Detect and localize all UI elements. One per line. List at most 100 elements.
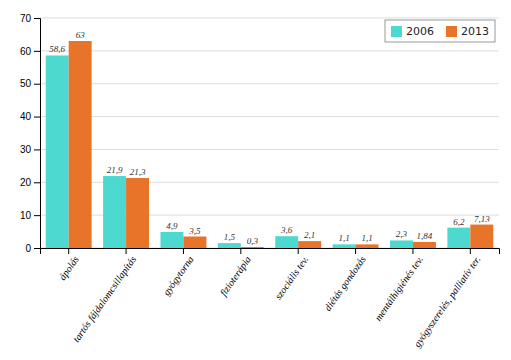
y-axis: 0 10 20 30 40 50 60 70 xyxy=(20,13,41,254)
y-tick-label: 0 xyxy=(25,243,31,254)
legend-box xyxy=(385,20,495,42)
y-axis-line xyxy=(34,19,41,249)
x-tick-label: szociális tev. xyxy=(272,254,310,302)
y-tick: 40 xyxy=(20,111,40,122)
bar xyxy=(183,237,206,249)
bar xyxy=(390,240,413,248)
y-tick-label: 30 xyxy=(20,144,32,155)
y-tick: 30 xyxy=(20,144,40,155)
data-label: 1,1 xyxy=(361,233,372,243)
legend-label: 2013 xyxy=(461,25,489,38)
data-label: 1,5 xyxy=(224,232,236,242)
x-tick-mark xyxy=(412,248,413,254)
y-tick: 70 xyxy=(20,13,40,24)
y-tick: 20 xyxy=(20,177,40,188)
bar xyxy=(241,247,264,248)
legend-swatch xyxy=(446,26,457,37)
x-tick: mentálhigiénés tev. xyxy=(372,248,425,323)
y-tick-label: 60 xyxy=(20,46,32,57)
data-label: 1,84 xyxy=(417,231,433,241)
grid-line xyxy=(40,83,499,84)
chart: 0 10 20 30 40 50 60 70 ápolástartós fájdalomcsil… xyxy=(0,0,511,360)
x-tick-mark xyxy=(68,248,69,254)
y-tick-label: 40 xyxy=(20,111,32,122)
grid-line xyxy=(40,149,499,150)
y-tick: 10 xyxy=(20,210,40,221)
y-tick-mark xyxy=(34,182,40,183)
x-tick: fizioterápia xyxy=(218,248,253,298)
bar xyxy=(69,41,92,248)
x-axis: ápolástartós fájdalomcsillapítás gyógytor… xyxy=(41,248,500,349)
y-tick-mark xyxy=(34,248,40,249)
legend-swatch xyxy=(391,26,402,37)
x-tick-mark xyxy=(298,248,299,254)
x-tick-label: ápolás xyxy=(57,254,81,282)
series xyxy=(46,55,471,248)
legend: 2006 2013 xyxy=(385,20,495,42)
x-tick-label: mentálhigiénés tev. xyxy=(372,254,425,323)
grid-line xyxy=(40,18,499,19)
data-label: 2,1 xyxy=(304,230,315,240)
y-tick-mark xyxy=(34,51,40,52)
y-tick-label: 50 xyxy=(20,78,32,89)
y-tick-mark xyxy=(34,215,40,216)
bar xyxy=(103,176,126,248)
x-tick: gyógytorna xyxy=(161,248,196,298)
y-tick-mark xyxy=(34,84,40,85)
x-tick: diétás gondozás xyxy=(322,248,368,313)
data-label: 4,9 xyxy=(166,221,178,231)
bar xyxy=(298,241,321,248)
data-label: 7,13 xyxy=(474,214,490,224)
data-labels: 58,6 21,9 4,9 1,5 3,6 1,1 2,3 6,2 63 21,3 3,5 0,3 2,… xyxy=(49,30,490,246)
legend-item: 2013 xyxy=(446,25,489,38)
y-tick: 50 xyxy=(20,78,40,89)
x-tick: tartós fájdalomcsillapítás xyxy=(70,248,138,344)
data-label: 1,1 xyxy=(338,233,349,243)
y-tick-label: 70 xyxy=(20,13,32,24)
y-tick-mark xyxy=(34,117,40,118)
y-tick-mark xyxy=(34,149,40,150)
x-tick-mark xyxy=(470,248,471,254)
x-tick: szociális tev. xyxy=(272,248,310,301)
data-label: 21,3 xyxy=(130,167,146,177)
series xyxy=(69,41,494,248)
data-label: 6,2 xyxy=(453,217,465,227)
x-tick-label: gyógyszerelés, palliatív ter. xyxy=(411,254,482,349)
legend-item: 2006 xyxy=(391,25,434,38)
bar xyxy=(218,243,241,248)
data-label: 21,9 xyxy=(107,165,123,175)
y-tick-mark xyxy=(34,18,40,19)
x-tick-label: fizioterápia xyxy=(218,254,253,298)
data-label: 3,5 xyxy=(188,226,201,236)
x-tick-mark xyxy=(355,248,356,254)
bar xyxy=(46,55,69,248)
y-tick: 60 xyxy=(20,46,40,57)
plot: 0 10 20 30 40 50 60 70 ápolástartós fájdalomcsil… xyxy=(20,13,500,349)
grid-line xyxy=(40,116,499,117)
bar xyxy=(160,232,183,248)
x-tick-label: gyógytorna xyxy=(161,254,196,298)
x-tick-mark xyxy=(240,248,241,254)
x-axis-line xyxy=(41,249,500,255)
data-label: 0,3 xyxy=(247,236,259,246)
bars xyxy=(46,41,494,248)
data-label: 63 xyxy=(76,30,86,40)
bar xyxy=(275,236,298,248)
x-tick-label: diétás gondozás xyxy=(322,254,368,313)
x-tick: ápolás xyxy=(57,248,81,282)
x-tick-mark xyxy=(183,248,184,254)
bar xyxy=(447,228,470,248)
data-label: 3,6 xyxy=(280,225,293,235)
grid xyxy=(40,18,499,248)
data-label: 2,3 xyxy=(396,229,408,239)
data-label: 58,6 xyxy=(49,44,65,54)
bar xyxy=(126,178,149,248)
bar xyxy=(333,244,356,248)
y-tick-label: 10 xyxy=(20,210,32,221)
x-tick-label: tartós fájdalomcsillapítás xyxy=(70,254,138,344)
x-tick: gyógyszerelés, palliatív ter. xyxy=(411,248,482,349)
legend-label: 2006 xyxy=(406,25,434,38)
bar xyxy=(470,225,493,248)
y-tick: 0 xyxy=(25,243,40,254)
x-tick-mark xyxy=(126,248,127,254)
